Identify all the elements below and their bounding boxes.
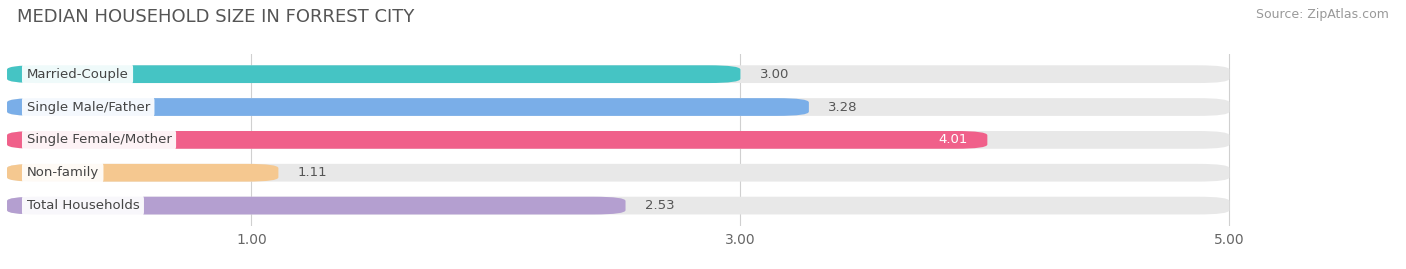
Text: 1.11: 1.11 <box>298 166 328 179</box>
Text: Total Households: Total Households <box>27 199 139 212</box>
Text: Single Male/Father: Single Male/Father <box>27 101 150 114</box>
FancyBboxPatch shape <box>7 164 1229 182</box>
Text: 3.00: 3.00 <box>761 68 789 81</box>
Text: MEDIAN HOUSEHOLD SIZE IN FORREST CITY: MEDIAN HOUSEHOLD SIZE IN FORREST CITY <box>17 8 415 26</box>
Text: Source: ZipAtlas.com: Source: ZipAtlas.com <box>1256 8 1389 21</box>
FancyBboxPatch shape <box>7 98 1229 116</box>
Text: 4.01: 4.01 <box>938 133 967 146</box>
FancyBboxPatch shape <box>7 131 1229 149</box>
Text: Single Female/Mother: Single Female/Mother <box>27 133 172 146</box>
FancyBboxPatch shape <box>7 131 987 149</box>
FancyBboxPatch shape <box>7 197 626 214</box>
FancyBboxPatch shape <box>7 197 1229 214</box>
Text: Married-Couple: Married-Couple <box>27 68 128 81</box>
FancyBboxPatch shape <box>7 164 278 182</box>
FancyBboxPatch shape <box>7 65 741 83</box>
FancyBboxPatch shape <box>7 65 1229 83</box>
Text: 2.53: 2.53 <box>645 199 675 212</box>
Text: Non-family: Non-family <box>27 166 98 179</box>
Text: 3.28: 3.28 <box>828 101 858 114</box>
FancyBboxPatch shape <box>7 98 808 116</box>
